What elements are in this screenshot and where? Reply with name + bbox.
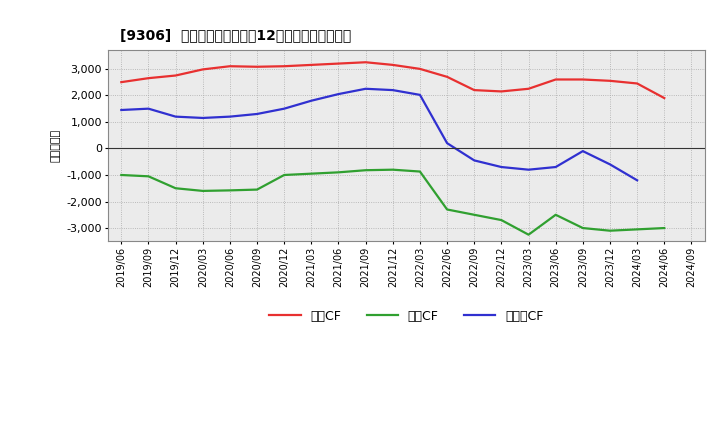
投資CF (171, 186, 180, 191)
投資CF (578, 225, 587, 231)
投資CF (280, 172, 289, 178)
投資CF (660, 225, 669, 231)
Line: 投資CF: 投資CF (121, 170, 665, 235)
Text: [9306]  キャッシュフローの12か月移動合計の推移: [9306] キャッシュフローの12か月移動合計の推移 (120, 28, 351, 42)
フリーCF (280, 106, 289, 111)
営業CF (470, 88, 479, 93)
営業CF (389, 62, 397, 68)
営業CF (552, 77, 560, 82)
営業CF (199, 67, 207, 72)
フリーCF (606, 162, 614, 167)
投資CF (606, 228, 614, 233)
営業CF (334, 61, 343, 66)
投資CF (334, 170, 343, 175)
フリーCF (415, 92, 424, 98)
Line: 営業CF: 営業CF (121, 62, 665, 98)
Line: フリーCF: フリーCF (121, 89, 637, 180)
営業CF (660, 95, 669, 101)
投資CF (633, 227, 642, 232)
営業CF (633, 81, 642, 86)
投資CF (117, 172, 125, 178)
フリーCF (470, 158, 479, 163)
投資CF (470, 212, 479, 217)
フリーCF (199, 115, 207, 121)
営業CF (117, 80, 125, 85)
Y-axis label: （百万円）: （百万円） (51, 129, 61, 162)
営業CF (144, 76, 153, 81)
フリーCF (633, 178, 642, 183)
フリーCF (361, 86, 370, 92)
営業CF (171, 73, 180, 78)
フリーCF (117, 107, 125, 113)
営業CF (578, 77, 587, 82)
営業CF (307, 62, 315, 68)
営業CF (443, 74, 451, 80)
投資CF (389, 167, 397, 172)
営業CF (253, 64, 261, 70)
フリーCF (144, 106, 153, 111)
フリーCF (497, 165, 505, 170)
投資CF (225, 188, 234, 193)
フリーCF (225, 114, 234, 119)
投資CF (524, 232, 533, 237)
フリーCF (389, 88, 397, 93)
投資CF (253, 187, 261, 192)
営業CF (606, 78, 614, 84)
投資CF (552, 212, 560, 217)
投資CF (199, 188, 207, 194)
フリーCF (443, 140, 451, 146)
営業CF (524, 86, 533, 92)
フリーCF (552, 165, 560, 170)
営業CF (225, 64, 234, 69)
投資CF (144, 174, 153, 179)
投資CF (497, 217, 505, 223)
投資CF (361, 168, 370, 173)
フリーCF (334, 92, 343, 97)
フリーCF (171, 114, 180, 119)
フリーCF (524, 167, 533, 172)
営業CF (497, 89, 505, 94)
投資CF (307, 171, 315, 176)
フリーCF (578, 148, 587, 154)
フリーCF (307, 98, 315, 103)
投資CF (443, 207, 451, 212)
Legend: 営業CF, 投資CF, フリーCF: 営業CF, 投資CF, フリーCF (264, 305, 549, 328)
営業CF (280, 64, 289, 69)
フリーCF (253, 111, 261, 117)
投資CF (415, 169, 424, 174)
営業CF (415, 66, 424, 72)
営業CF (361, 59, 370, 65)
